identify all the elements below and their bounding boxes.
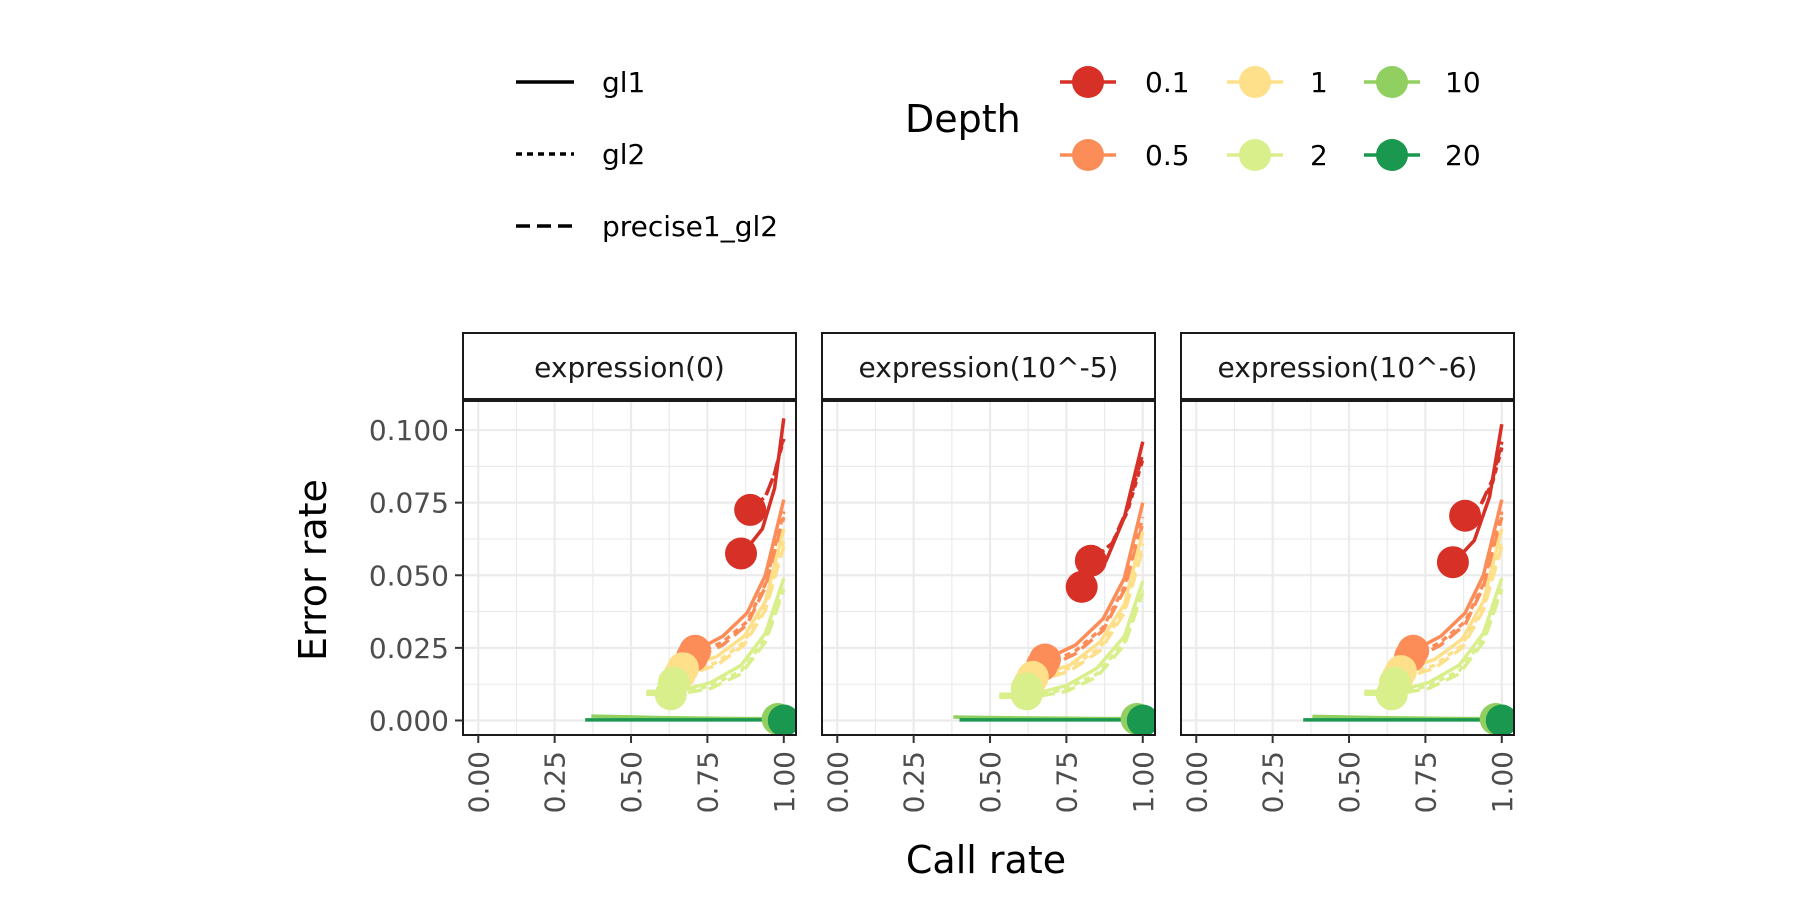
legend-label: gl1: [602, 66, 645, 99]
x-tick-label: 0.75: [1409, 751, 1442, 813]
data-point-depth-0_1: [1074, 544, 1107, 577]
data-point-depth-0_1: [734, 493, 767, 526]
facet-strip-label: expression(10^-6): [1218, 351, 1478, 384]
legend-label: precise1_gl2: [602, 210, 778, 243]
x-axis-title: Call rate: [906, 838, 1066, 882]
data-point-depth-2: [1010, 678, 1043, 711]
legend-label: gl2: [602, 138, 645, 171]
x-tick-label: 0.50: [974, 751, 1007, 813]
y-tick-label: 0.025: [369, 632, 449, 665]
panel-border: [821, 400, 1156, 736]
data-point-depth-2: [1375, 678, 1408, 711]
legend-label: 0.5: [1145, 139, 1190, 172]
facet-strip-label: expression(10^-5): [859, 351, 1119, 384]
y-tick-label: 0.050: [369, 559, 449, 592]
legend-label: 2: [1310, 139, 1328, 172]
legend-area: gl1 gl2 precise1_gl2 Depth 0.1 0.5 1 2 10 20: [516, 66, 1481, 243]
legend-label: 1: [1310, 66, 1328, 99]
series-line-depth-1-gl2: [1032, 542, 1145, 682]
legend-title-depth: Depth: [905, 97, 1021, 141]
x-axis: 0.00 0.25 0.50 0.75 1.00: [462, 735, 801, 813]
facet-panel: expression(10^-5) 0.00 0.25 0.50 0.75 1.00: [821, 332, 1160, 813]
data-point-depth-20: [1485, 704, 1514, 735]
series-line-depth-1-gl2: [1397, 539, 1504, 679]
legend-linetype-precise1_gl2: precise1_gl2: [516, 210, 778, 243]
legend-linetype-gl1: gl1: [516, 66, 645, 99]
data-points: [654, 493, 796, 735]
y-axis: 0.000 0.025 0.050 0.075 0.100: [369, 414, 463, 737]
series-line-depth-0_5-gl1: [1044, 502, 1145, 662]
legend-depth-10: 10: [1364, 66, 1481, 99]
x-tick-label: 0.25: [1257, 751, 1290, 813]
x-tick-label: 0.25: [898, 751, 931, 813]
x-tick-label: 1.00: [1127, 751, 1160, 813]
facet-strip: [1180, 332, 1515, 400]
y-tick-label: 0.075: [369, 487, 449, 520]
y-axis-title: Error rate: [291, 479, 335, 661]
legend-depth-dot: [1239, 139, 1271, 171]
series-line-depth-0_5-gl1: [1412, 499, 1504, 653]
legend-depth-0.1: 0.1: [1060, 66, 1190, 99]
facet-strip-label: expression(0): [534, 351, 725, 384]
x-tick-label: 0.75: [1050, 751, 1083, 813]
series-line-depth-1-precise1_gl2: [679, 545, 786, 679]
panel-border: [1180, 400, 1515, 736]
series-line-depth-1-precise1_gl2: [1397, 545, 1504, 682]
legend-depth-1: 1: [1227, 66, 1328, 99]
series-line-depth-0_5-gl1: [694, 499, 786, 653]
data-points: [1010, 544, 1155, 735]
legend-depth-dot: [1376, 66, 1408, 98]
axis-titles: Call rate Error rate: [291, 479, 1066, 882]
x-tick-label: 0.75: [691, 751, 724, 813]
data-point-depth-0_1: [1065, 570, 1098, 603]
data-point-depth-0_1: [1449, 499, 1482, 532]
x-tick-label: 0.50: [615, 751, 648, 813]
x-axis: 0.00 0.25 0.50 0.75 1.00: [1180, 735, 1519, 813]
x-tick-label: 0.00: [462, 751, 495, 813]
legend-label: 0.1: [1145, 66, 1190, 99]
data-point-depth-2: [654, 678, 687, 711]
y-tick-label: 0.100: [369, 414, 449, 447]
series-line-depth-0_5-precise1_gl2: [1412, 516, 1504, 662]
facet-strip: [462, 332, 797, 400]
data-point-depth-20: [1126, 704, 1155, 735]
series-line-depth-0_5-precise1_gl2: [1044, 522, 1145, 670]
data-point-depth-0_1: [1436, 546, 1469, 579]
panel-border: [462, 400, 797, 736]
facet-strip: [821, 332, 1156, 400]
x-tick-label: 1.00: [1486, 751, 1519, 813]
facet-panel: expression(0)0.00 0.25 0.50 0.75 1.000.0000.…: [369, 332, 801, 813]
x-tick-label: 0.00: [1180, 751, 1213, 813]
legend-depth-20: 20: [1364, 139, 1481, 172]
facet-panel: expression(10^-6) 0.00 0.25 0.50 0.75 1.00: [1180, 332, 1519, 813]
legend-linetype-gl2: gl2: [516, 138, 645, 171]
facet-panels: expression(0)0.00 0.25 0.50 0.75 1.000.0000.…: [369, 332, 1519, 813]
legend-depth-0.5: 0.5: [1060, 139, 1190, 172]
data-points: [1375, 499, 1514, 735]
legend-depth-2: 2: [1227, 139, 1328, 172]
legend-label: 10: [1445, 66, 1481, 99]
x-tick-label: 1.00: [768, 751, 801, 813]
legend-depth-dot: [1072, 66, 1104, 98]
data-point-depth-0_1: [725, 537, 758, 570]
x-axis: 0.00 0.25 0.50 0.75 1.00: [821, 735, 1160, 813]
series-line-depth-1-precise1_gl2: [1032, 548, 1145, 685]
data-point-depth-20: [767, 704, 796, 735]
x-tick-label: 0.25: [539, 751, 572, 813]
legend-depth-dot: [1072, 139, 1104, 171]
legend-depth-dot: [1376, 139, 1408, 171]
x-tick-label: 0.50: [1333, 751, 1366, 813]
legend-depth-dot: [1239, 66, 1271, 98]
x-tick-label: 0.00: [821, 751, 854, 813]
legend-label: 20: [1445, 139, 1481, 172]
y-tick-label: 0.000: [369, 704, 449, 737]
